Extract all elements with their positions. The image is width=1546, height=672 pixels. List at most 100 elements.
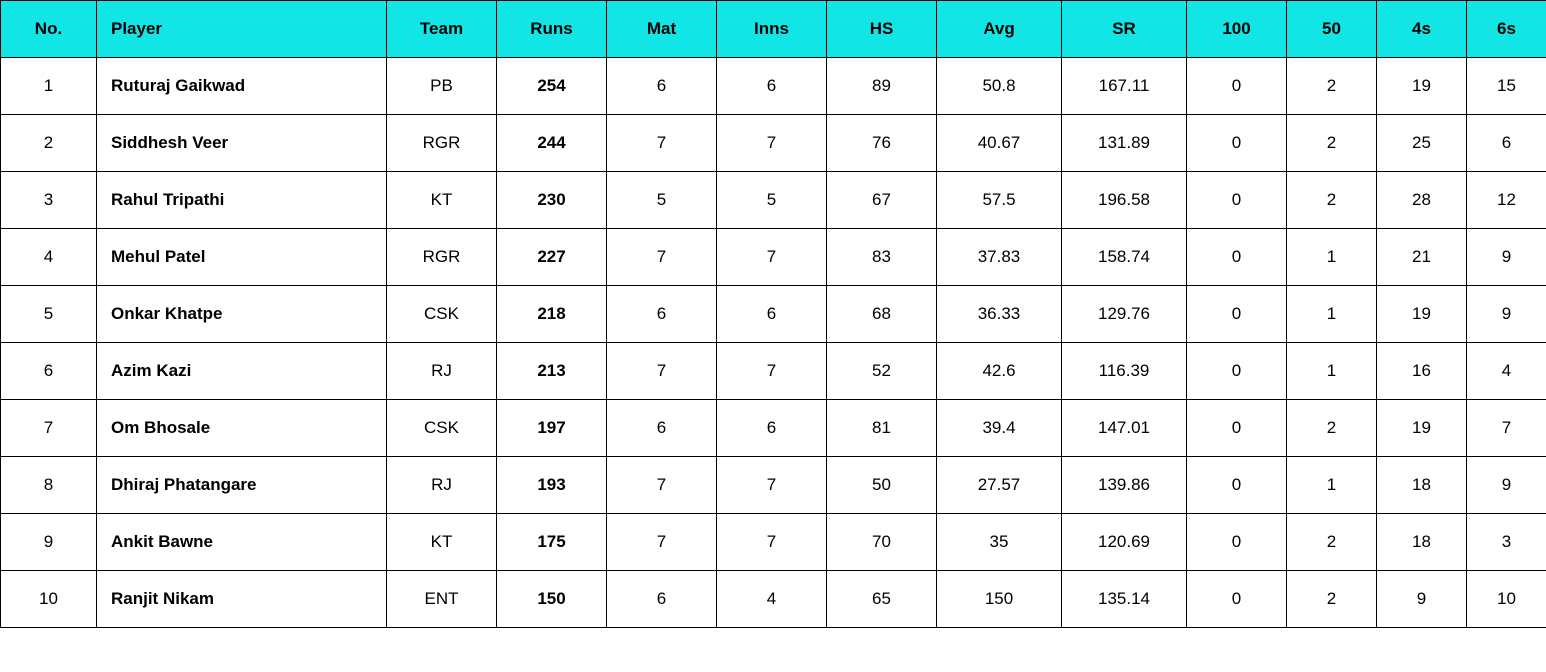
cell-hundreds: 0 bbox=[1187, 286, 1287, 343]
cell-no: 4 bbox=[1, 229, 97, 286]
col-header-avg: Avg bbox=[937, 1, 1062, 58]
cell-avg: 35 bbox=[937, 514, 1062, 571]
cell-hundreds: 0 bbox=[1187, 229, 1287, 286]
cell-fours: 16 bbox=[1377, 343, 1467, 400]
cell-inns: 4 bbox=[717, 571, 827, 628]
cell-player: Mehul Patel bbox=[97, 229, 387, 286]
cell-sixes: 10 bbox=[1467, 571, 1546, 628]
cell-sr: 116.39 bbox=[1062, 343, 1187, 400]
cell-inns: 6 bbox=[717, 400, 827, 457]
cell-player: Ranjit Nikam bbox=[97, 571, 387, 628]
col-header-fifties: 50 bbox=[1287, 1, 1377, 58]
cell-team: ENT bbox=[387, 571, 497, 628]
cell-fours: 18 bbox=[1377, 457, 1467, 514]
table-row: 5Onkar KhatpeCSK218666836.33129.7601199 bbox=[1, 286, 1546, 343]
cell-sixes: 12 bbox=[1467, 172, 1546, 229]
col-header-team: Team bbox=[387, 1, 497, 58]
table-header-row: No.PlayerTeamRunsMatInnsHSAvgSR100504s6s bbox=[1, 1, 1546, 58]
cell-fours: 21 bbox=[1377, 229, 1467, 286]
col-header-player: Player bbox=[97, 1, 387, 58]
cell-mat: 7 bbox=[607, 115, 717, 172]
cell-no: 7 bbox=[1, 400, 97, 457]
cell-inns: 6 bbox=[717, 58, 827, 115]
cell-fifties: 1 bbox=[1287, 457, 1377, 514]
table-row: 1Ruturaj GaikwadPB254668950.8167.1102191… bbox=[1, 58, 1546, 115]
cell-mat: 7 bbox=[607, 343, 717, 400]
cell-mat: 6 bbox=[607, 58, 717, 115]
col-header-no: No. bbox=[1, 1, 97, 58]
table-row: 8Dhiraj PhatangareRJ193775027.57139.8601… bbox=[1, 457, 1546, 514]
cell-hs: 67 bbox=[827, 172, 937, 229]
cell-hundreds: 0 bbox=[1187, 343, 1287, 400]
cell-avg: 39.4 bbox=[937, 400, 1062, 457]
col-header-runs: Runs bbox=[497, 1, 607, 58]
table-row: 6Azim KaziRJ213775242.6116.3901164 bbox=[1, 343, 1546, 400]
cell-sixes: 15 bbox=[1467, 58, 1546, 115]
cell-runs: 230 bbox=[497, 172, 607, 229]
cell-fours: 25 bbox=[1377, 115, 1467, 172]
cell-mat: 7 bbox=[607, 229, 717, 286]
cell-inns: 7 bbox=[717, 115, 827, 172]
cell-sr: 120.69 bbox=[1062, 514, 1187, 571]
cell-team: RGR bbox=[387, 115, 497, 172]
cell-hundreds: 0 bbox=[1187, 400, 1287, 457]
cell-sr: 158.74 bbox=[1062, 229, 1187, 286]
table-row: 10Ranjit NikamENT1506465150135.1402910 bbox=[1, 571, 1546, 628]
cell-inns: 7 bbox=[717, 514, 827, 571]
cell-inns: 7 bbox=[717, 343, 827, 400]
cell-mat: 6 bbox=[607, 400, 717, 457]
col-header-fours: 4s bbox=[1377, 1, 1467, 58]
cell-no: 3 bbox=[1, 172, 97, 229]
cell-mat: 6 bbox=[607, 286, 717, 343]
cell-no: 5 bbox=[1, 286, 97, 343]
table-row: 4Mehul PatelRGR227778337.83158.7401219 bbox=[1, 229, 1546, 286]
cell-hundreds: 0 bbox=[1187, 571, 1287, 628]
cell-team: CSK bbox=[387, 286, 497, 343]
stats-table: No.PlayerTeamRunsMatInnsHSAvgSR100504s6s… bbox=[0, 0, 1546, 628]
cell-mat: 6 bbox=[607, 571, 717, 628]
cell-sr: 139.86 bbox=[1062, 457, 1187, 514]
cell-fifties: 2 bbox=[1287, 115, 1377, 172]
cell-fours: 19 bbox=[1377, 58, 1467, 115]
cell-player: Om Bhosale bbox=[97, 400, 387, 457]
cell-runs: 150 bbox=[497, 571, 607, 628]
cell-no: 10 bbox=[1, 571, 97, 628]
cell-runs: 197 bbox=[497, 400, 607, 457]
cell-sr: 167.11 bbox=[1062, 58, 1187, 115]
cell-hundreds: 0 bbox=[1187, 58, 1287, 115]
cell-player: Ruturaj Gaikwad bbox=[97, 58, 387, 115]
cell-team: RGR bbox=[387, 229, 497, 286]
col-header-inns: Inns bbox=[717, 1, 827, 58]
cell-sr: 147.01 bbox=[1062, 400, 1187, 457]
cell-hs: 70 bbox=[827, 514, 937, 571]
cell-sr: 135.14 bbox=[1062, 571, 1187, 628]
cell-team: RJ bbox=[387, 343, 497, 400]
col-header-mat: Mat bbox=[607, 1, 717, 58]
col-header-hs: HS bbox=[827, 1, 937, 58]
table-row: 2Siddhesh VeerRGR244777640.67131.8902256 bbox=[1, 115, 1546, 172]
cell-hundreds: 0 bbox=[1187, 457, 1287, 514]
cell-runs: 213 bbox=[497, 343, 607, 400]
cell-hs: 52 bbox=[827, 343, 937, 400]
cell-fifties: 2 bbox=[1287, 571, 1377, 628]
cell-avg: 27.57 bbox=[937, 457, 1062, 514]
cell-player: Rahul Tripathi bbox=[97, 172, 387, 229]
cell-hs: 65 bbox=[827, 571, 937, 628]
cell-no: 1 bbox=[1, 58, 97, 115]
cell-fours: 19 bbox=[1377, 400, 1467, 457]
cell-hs: 68 bbox=[827, 286, 937, 343]
cell-sr: 196.58 bbox=[1062, 172, 1187, 229]
col-header-sixes: 6s bbox=[1467, 1, 1546, 58]
cell-mat: 7 bbox=[607, 514, 717, 571]
cell-team: RJ bbox=[387, 457, 497, 514]
cell-fifties: 2 bbox=[1287, 400, 1377, 457]
cell-avg: 36.33 bbox=[937, 286, 1062, 343]
cell-runs: 218 bbox=[497, 286, 607, 343]
cell-sixes: 4 bbox=[1467, 343, 1546, 400]
cell-sixes: 9 bbox=[1467, 286, 1546, 343]
cell-mat: 7 bbox=[607, 457, 717, 514]
cell-avg: 57.5 bbox=[937, 172, 1062, 229]
cell-runs: 227 bbox=[497, 229, 607, 286]
cell-avg: 37.83 bbox=[937, 229, 1062, 286]
cell-sixes: 9 bbox=[1467, 229, 1546, 286]
